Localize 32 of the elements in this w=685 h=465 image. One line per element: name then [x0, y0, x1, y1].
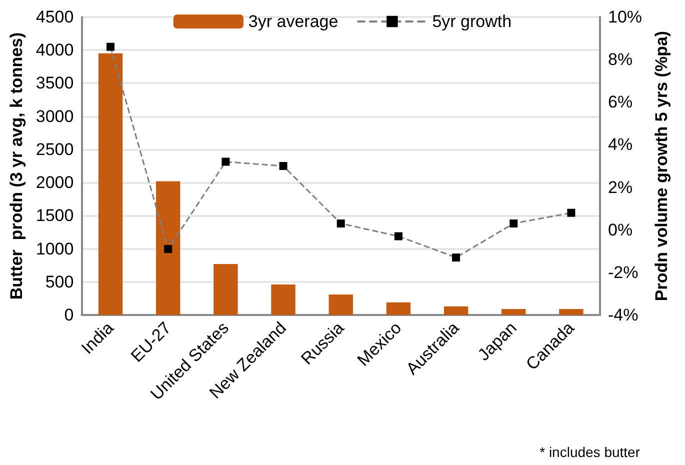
- y2-tick-label: -4%: [608, 306, 638, 324]
- y2-tick-label: 6%: [608, 92, 633, 112]
- y-tick-label: 4500: [36, 8, 74, 26]
- bar: [502, 309, 526, 315]
- bar: [214, 264, 238, 315]
- y-tick-label: 0: [64, 306, 74, 324]
- y-tick-label: 500: [45, 272, 74, 292]
- y-tick-label: 1500: [36, 206, 74, 226]
- y2-tick-label: 2%: [608, 178, 633, 197]
- y2-tick-label: -2%: [608, 262, 638, 282]
- y2-tick-label: 0%: [608, 220, 633, 240]
- y-axis-title: Butter prodn (3 yr avg, k tonnes): [7, 32, 26, 300]
- text: * includes butter: [540, 444, 640, 460]
- y-tick-label: 2500: [36, 140, 74, 159]
- bar: [271, 284, 296, 315]
- bar: [444, 306, 468, 315]
- y2-tick-label: 8%: [608, 50, 633, 70]
- y-tick-label: 1000: [36, 239, 74, 258]
- y2-axis-title: Prodn volume growth 5 yrs (%pa): [652, 30, 671, 302]
- y-tick-label: 3500: [36, 74, 74, 93]
- y-tick-label: 2000: [36, 173, 74, 192]
- bar: [98, 53, 123, 315]
- y2-tick-label: 10%: [608, 8, 642, 26]
- y-tick-label: 4000: [36, 40, 74, 60]
- legend-label: 5yr growth: [432, 12, 512, 31]
- bar: [156, 181, 180, 315]
- bar: [386, 302, 411, 315]
- y2-tick-label: 4%: [608, 135, 633, 154]
- bar: [559, 309, 584, 315]
- bar: [328, 294, 353, 315]
- y-tick-label: 3000: [36, 106, 74, 126]
- legend-label: 3yr average: [248, 12, 338, 31]
